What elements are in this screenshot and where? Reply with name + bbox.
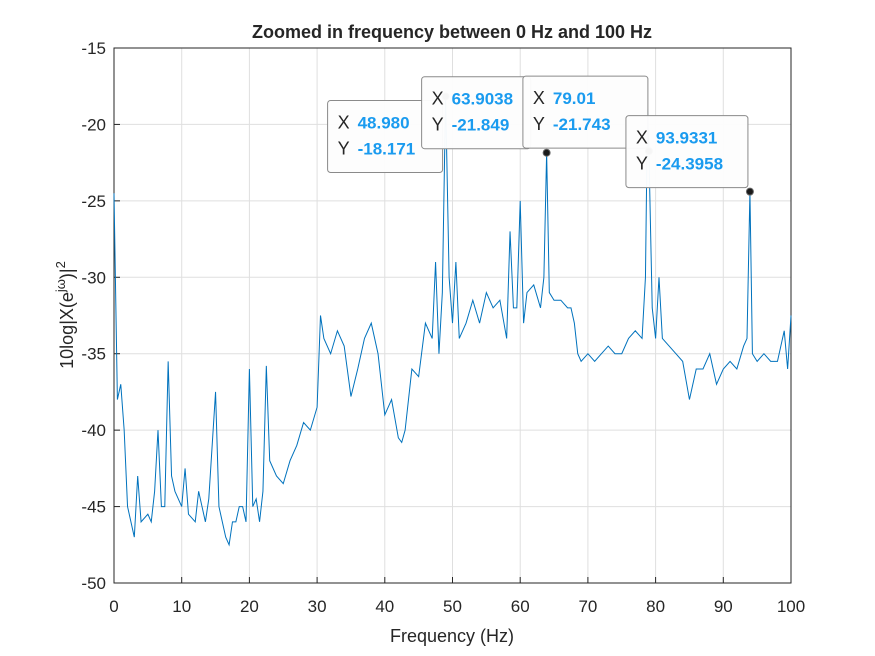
chart-title: Zoomed in frequency between 0 Hz and 100… [252, 22, 652, 42]
datatip-value: -21.849 [452, 116, 510, 135]
y-tick-label: -45 [81, 498, 106, 517]
y-label-part: )| [57, 268, 77, 279]
spectrum-line [113, 96, 792, 547]
datatip-name: Y [533, 114, 545, 134]
y-tick-label: -35 [81, 345, 106, 364]
y-label-sup: jω [53, 279, 68, 293]
x-tick-label: 60 [511, 597, 530, 616]
x-tick-label: 0 [109, 597, 118, 616]
datatip-name: Y [432, 115, 444, 135]
datatip-value: -21.743 [553, 115, 611, 134]
datatip-value: 48.980 [358, 113, 410, 132]
datatip-name: X [533, 88, 545, 108]
x-tick-label: 50 [443, 597, 462, 616]
y-axis-label: 10log|X(ejω)|2 [53, 261, 77, 369]
datatip-name: X [636, 128, 648, 148]
datatip: X 48.980 Y -18.171 [327, 99, 444, 173]
x-tick-label: 10 [172, 597, 191, 616]
datatip: X 63.9038 Y -21.849 [421, 76, 532, 150]
y-tick-label: -25 [81, 192, 106, 211]
datatip-value: 93.9331 [656, 129, 717, 148]
datatip-value: 63.9038 [452, 90, 513, 109]
y-tick-label: -15 [81, 39, 106, 58]
datatip-value: -18.171 [358, 139, 416, 158]
x-tick-label: 70 [578, 597, 597, 616]
y-tick-label: -40 [81, 421, 106, 440]
x-tick-label: 30 [308, 597, 327, 616]
datatip-value: -24.3958 [656, 155, 723, 174]
y-label-part: 10log|X(e [57, 292, 77, 369]
y-tick-label: -30 [81, 268, 106, 287]
x-tick-label: 100 [777, 597, 805, 616]
datatip-name: X [338, 112, 350, 132]
datatip: X 79.01 Y -21.743 [522, 75, 649, 149]
y-tick-label: -50 [81, 574, 106, 593]
x-axis-label: Frequency (Hz) [390, 626, 514, 646]
x-tick-label: 20 [240, 597, 259, 616]
datatip-box [421, 76, 532, 150]
datatip-marker [542, 148, 551, 157]
datatip-name: X [432, 89, 444, 109]
datatip-name: Y [636, 154, 648, 174]
y-label-sup: 2 [53, 261, 68, 268]
datatip-box [625, 115, 749, 189]
datatip-name: Y [338, 138, 350, 158]
x-tick-label: 90 [714, 597, 733, 616]
y-tick-label: -20 [81, 115, 106, 134]
datatip-value: 79.01 [553, 89, 596, 108]
datatip-box [522, 75, 649, 149]
x-tick-label: 40 [375, 597, 394, 616]
datatip-marker [745, 187, 754, 196]
x-tick-label: 80 [646, 597, 665, 616]
datatip: X 93.9331 Y -24.3958 [625, 115, 749, 189]
